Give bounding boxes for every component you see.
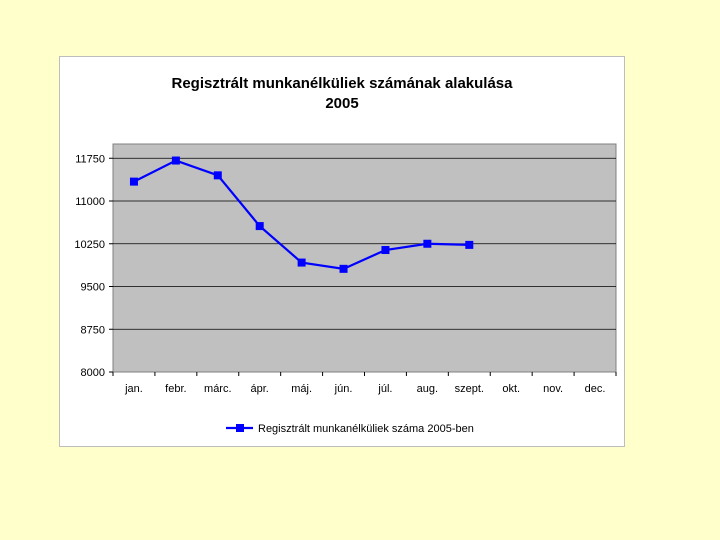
- y-tick-label: 10250: [74, 239, 105, 251]
- legend-label: Regisztrált munkanélküliek száma 2005-be…: [258, 423, 474, 435]
- y-tick-label: 9500: [81, 282, 105, 294]
- data-point: [171, 156, 180, 165]
- data-point: [381, 246, 390, 255]
- data-point: [423, 239, 432, 248]
- y-tick-label: 8750: [81, 324, 105, 336]
- grid-lines: [113, 157, 616, 330]
- data-point: [297, 258, 306, 267]
- legend: Regisztrált munkanélküliek száma 2005-be…: [226, 423, 474, 435]
- chart-title: Regisztrált munkanélküliek számának alak…: [172, 75, 514, 92]
- y-tick-label: 11000: [75, 196, 105, 208]
- data-point: [129, 177, 138, 186]
- x-tick-label: aug.: [417, 383, 438, 395]
- x-tick-label: márc.: [204, 383, 232, 395]
- chart-frame: Regisztrált munkanélküliek számának alak…: [59, 56, 625, 447]
- line-chart: Regisztrált munkanélküliek számának alak…: [74, 75, 617, 435]
- x-tick-label: jún.: [334, 383, 353, 395]
- series-layer: [129, 156, 474, 273]
- x-axis: jan. febr. márc. ápr. máj. jún. júl. aug. szept.…: [112, 372, 617, 395]
- data-point: [465, 240, 474, 249]
- y-tick-label: 8000: [81, 367, 105, 379]
- x-tick-label: nov.: [543, 383, 563, 395]
- x-tick-label: júl.: [377, 383, 392, 395]
- data-point: [339, 264, 348, 273]
- x-tick-label: febr.: [165, 383, 186, 395]
- plot-area: [112, 143, 617, 373]
- x-tick-label: dec.: [585, 383, 606, 395]
- data-point: [213, 171, 222, 180]
- x-tick-label: jan.: [124, 383, 143, 395]
- x-tick-label: ápr.: [251, 383, 269, 395]
- data-point: [255, 222, 264, 231]
- y-axis: 8000 8750 9500 10250 11000 11750: [74, 153, 113, 379]
- x-tick-label: szept.: [455, 383, 484, 395]
- y-tick-label: 11750: [75, 153, 105, 165]
- legend-marker: [236, 424, 244, 432]
- chart-subtitle: 2005: [325, 95, 358, 112]
- x-tick-label: máj.: [291, 383, 312, 395]
- x-tick-label: okt.: [502, 383, 520, 395]
